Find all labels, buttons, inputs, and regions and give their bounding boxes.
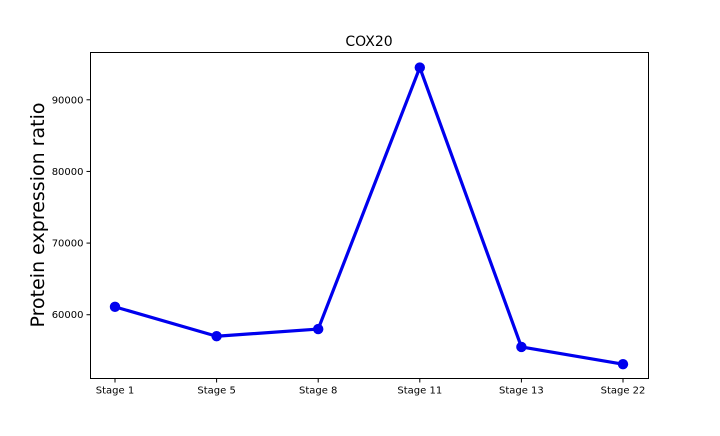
data-point [617, 358, 629, 370]
plot-frame [90, 52, 649, 379]
x-tick-label: Stage 13 [499, 386, 544, 397]
x-tick-label: Stage 22 [601, 386, 646, 397]
data-point [414, 62, 425, 73]
y-tick-label: 70000 [52, 239, 84, 250]
y-tick-label: 90000 [52, 95, 84, 106]
x-tick-label: Stage 8 [299, 386, 337, 397]
chart-title: COX20 [345, 34, 392, 50]
series-line [113, 65, 625, 366]
data-point [211, 331, 222, 342]
data-point [109, 301, 121, 313]
data-point [313, 323, 324, 335]
y-tick-label: 60000 [52, 310, 84, 321]
series-layer [109, 62, 629, 370]
ticks-layer: Stage 1 Stage 5 Stage 8 Stage 11 Stage 13 Sta… [52, 95, 646, 396]
data-point [516, 341, 527, 353]
x-tick-label: Stage 5 [197, 386, 235, 397]
x-tick-label: Stage 1 [96, 386, 134, 397]
y-axis-label: Protein expression ratio [27, 103, 49, 328]
x-tick-label: Stage 11 [397, 386, 442, 397]
y-tick-label: 80000 [52, 167, 84, 178]
